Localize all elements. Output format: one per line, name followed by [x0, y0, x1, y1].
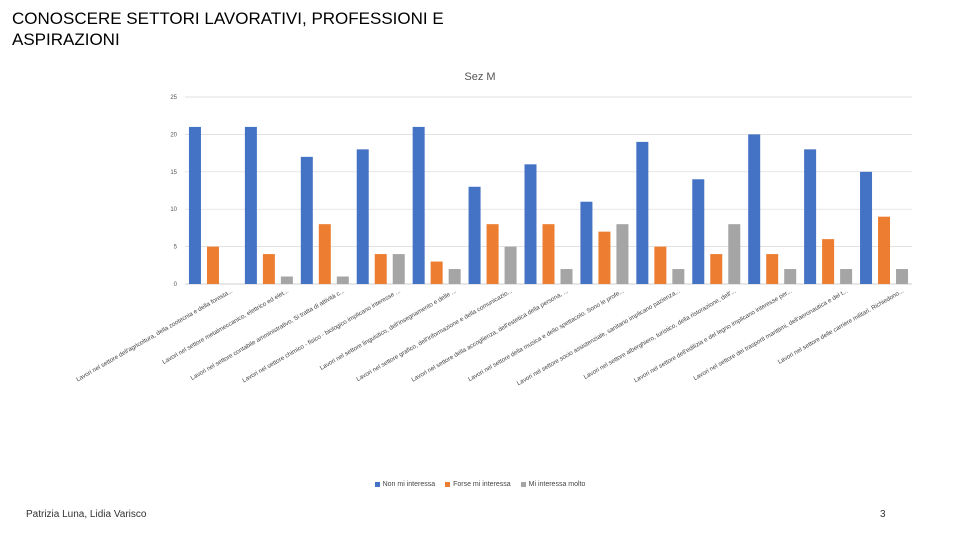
legend-item: Forse mi interessa	[445, 481, 511, 488]
bar	[300, 156, 313, 284]
y-axis: 0 5 10 15 20 25	[170, 95, 177, 288]
bar	[356, 149, 369, 284]
author-footer: Patrizia Luna, Lidia Varisco	[26, 509, 147, 520]
legend-item: Mi interessa molto	[520, 481, 586, 488]
legend-swatch	[445, 481, 451, 487]
bar	[728, 224, 741, 284]
bar	[448, 269, 461, 284]
chart-title: Sez M	[464, 71, 495, 83]
bar	[374, 254, 387, 284]
y-tick-label: 25	[170, 95, 177, 101]
bar	[636, 141, 649, 284]
bar	[784, 269, 797, 284]
y-tick-label: 5	[174, 245, 178, 251]
bar	[598, 231, 611, 284]
bar	[672, 269, 685, 284]
bar	[560, 269, 573, 284]
bar	[654, 246, 667, 284]
bar	[392, 254, 405, 284]
bar	[616, 224, 629, 284]
bar	[840, 269, 853, 284]
bar	[896, 269, 909, 284]
bar	[504, 246, 517, 284]
bar	[524, 164, 537, 284]
y-tick-label: 10	[170, 207, 177, 213]
slide-title: CONOSCERE SETTORI LAVORATIVI, PROFESSION…	[12, 9, 444, 49]
bar	[860, 171, 873, 284]
legend-swatch	[374, 481, 380, 487]
bar	[542, 224, 555, 284]
y-tick-label: 0	[174, 282, 178, 288]
bar	[748, 134, 761, 284]
bar	[468, 186, 481, 284]
legend-item: Non mi interessa	[374, 481, 436, 488]
bar	[244, 126, 257, 284]
bar	[336, 276, 349, 284]
bar	[280, 276, 293, 284]
bar	[412, 126, 425, 284]
legend-label: Non mi interessa	[382, 481, 436, 488]
legend-swatch	[520, 481, 526, 487]
legend-label: Forse mi interessa	[453, 481, 511, 488]
bar	[692, 179, 705, 284]
bar	[710, 254, 723, 284]
bar	[878, 216, 891, 284]
bar	[430, 261, 443, 284]
x-axis-labels: Lavori nel settore dell'agricoltura, del…	[75, 288, 905, 388]
bar	[766, 254, 779, 284]
bar	[822, 239, 835, 284]
bar	[580, 201, 593, 284]
bar	[318, 224, 331, 284]
bar	[262, 254, 275, 284]
bar	[188, 126, 201, 284]
x-tick-label: Lavori nel settore delle carriere milita…	[777, 288, 906, 366]
bar	[804, 149, 817, 284]
bars	[188, 126, 909, 284]
legend-label: Mi interessa molto	[528, 481, 586, 488]
y-tick-label: 15	[170, 170, 177, 176]
page-number: 3	[880, 509, 886, 520]
y-tick-label: 20	[170, 132, 177, 138]
bar	[486, 224, 499, 284]
legend: Non mi interessa Forse mi interessa Mi i…	[0, 481, 960, 488]
bar	[206, 246, 219, 284]
